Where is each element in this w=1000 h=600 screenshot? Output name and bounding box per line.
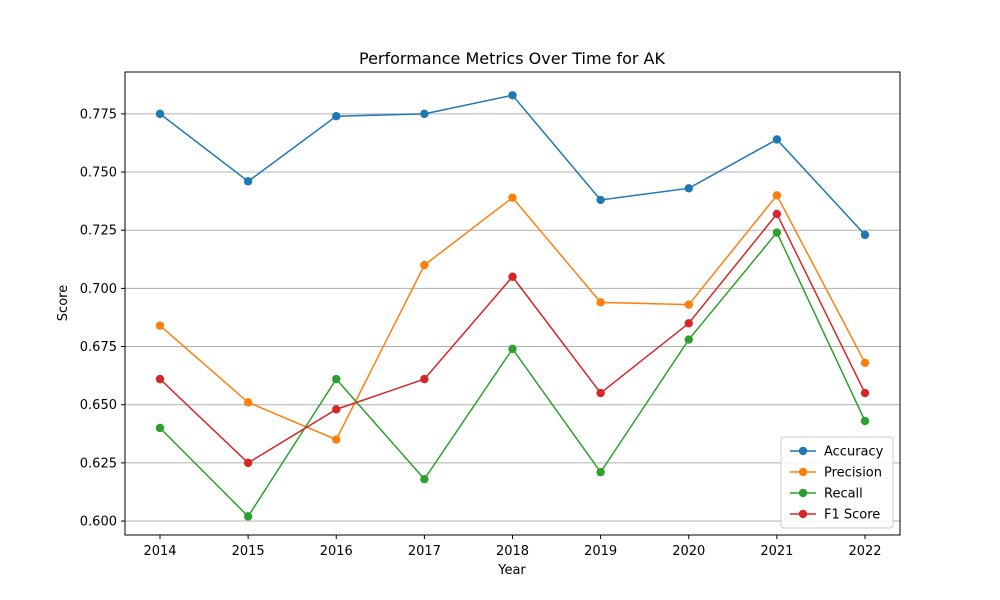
data-point-f1-score [596,388,605,398]
data-point-precision [332,435,341,444]
data-point-recall [596,467,605,477]
series-line-precision [159,193,866,441]
data-point-f1-score [772,209,782,219]
legend-marker [798,467,808,477]
chart-title: Performance Metrics Over Time for AK [359,49,665,68]
x-tick-label: 2017 [408,544,441,559]
legend-marker [798,488,808,498]
data-point-f1-score [155,374,165,384]
data-point-accuracy [860,230,870,240]
y-tick-label: 0.675 [80,340,117,355]
legend-marker [798,446,808,456]
data-point-recall [243,512,253,521]
data-point-accuracy [508,91,517,100]
data-point-recall [332,374,341,384]
x-tick-label: 2021 [760,544,793,559]
data-point-precision [243,398,253,407]
x-tick-label: 2016 [320,544,353,559]
data-point-recall [155,423,165,433]
data-point-f1-score [508,272,517,281]
series-line-f1-score [159,212,866,464]
x-tick-label: 2022 [848,544,881,559]
data-point-f1-score [420,374,429,384]
x-tick-label: 2019 [584,544,617,559]
data-point-recall [772,228,782,237]
data-point-accuracy [243,177,253,186]
data-point-recall [684,335,693,344]
y-tick-label: 0.750 [80,166,117,181]
data-point-f1-score [332,405,341,414]
y-axis: 0.600 0.625 0.650 0.675 0.700 0.725 0.750 0.775 [80,107,125,530]
y-axis-label: Score [56,285,71,321]
legend-marker [798,509,808,519]
series-group [155,91,870,521]
data-point-accuracy [155,109,165,119]
data-point-recall [508,344,517,354]
y-tick-label: 0.725 [80,224,117,239]
series-line-accuracy [159,94,866,236]
y-tick-label: 0.625 [80,456,117,471]
data-point-precision [596,298,605,307]
data-point-recall [420,474,429,484]
data-point-accuracy [596,195,605,205]
data-point-precision [684,300,693,309]
data-point-accuracy [420,109,429,119]
data-point-accuracy [772,135,782,144]
x-tick-label: 2015 [232,544,265,559]
data-point-precision [420,260,429,270]
y-tick-label: 0.600 [80,515,117,530]
x-tick-label: 2018 [496,544,529,559]
data-point-accuracy [684,184,693,193]
data-point-f1-score [860,388,870,398]
y-tick-label: 0.775 [80,107,117,122]
data-point-recall [860,416,870,426]
legend-label: Accuracy [824,445,884,460]
data-point-f1-score [243,458,253,468]
x-tick-label: 2014 [143,544,176,559]
y-tick-label: 0.700 [80,282,117,297]
legend-label: F1 Score [824,508,880,523]
data-point-precision [508,193,517,202]
data-point-precision [772,191,782,200]
data-point-precision [860,358,870,368]
legend-label: Precision [824,466,882,481]
legend: Accuracy Precision Recall F1 Score [780,436,894,529]
x-axis: 2014 2015 2016 2017 2018 2019 2020 2021 2022 [143,535,882,559]
y-tick-label: 0.650 [80,398,117,413]
x-tick-label: 2020 [672,544,705,559]
legend-label: Recall [824,487,863,502]
x-axis-label: Year [497,563,526,578]
data-point-accuracy [332,112,341,121]
legend-box [780,436,894,529]
data-point-precision [155,321,165,330]
data-point-f1-score [684,319,693,328]
